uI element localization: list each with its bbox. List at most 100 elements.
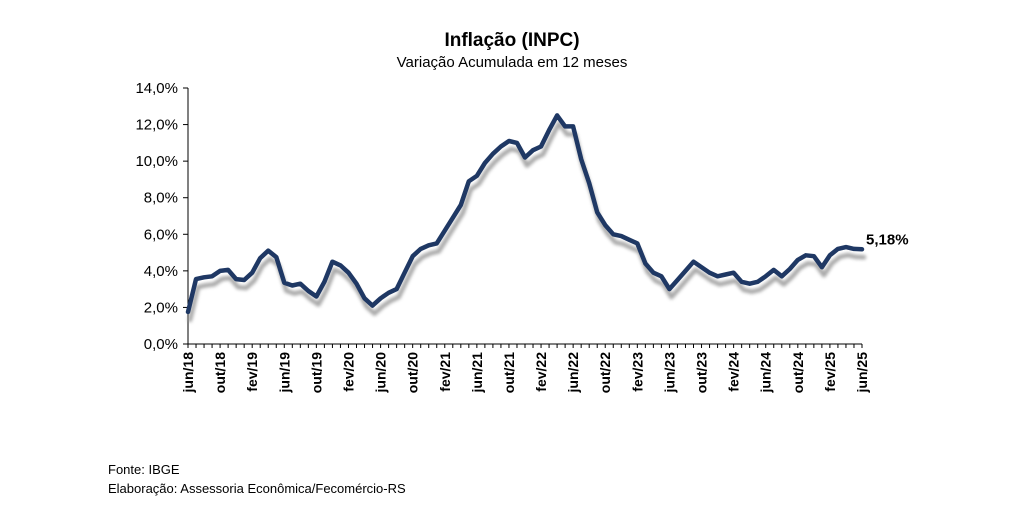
data-point <box>636 242 639 245</box>
data-point <box>708 271 711 274</box>
data-point <box>202 276 206 279</box>
data-point <box>347 271 350 274</box>
data-point <box>620 234 623 238</box>
data-point <box>644 262 647 265</box>
x-tick-label: out/19 <box>308 352 324 393</box>
data-point <box>427 244 430 247</box>
data-point <box>764 275 767 278</box>
data-point <box>724 273 727 276</box>
data-point <box>459 203 463 207</box>
data-point <box>860 248 864 251</box>
data-point <box>210 275 214 278</box>
data-labels: 5,18% <box>866 231 909 248</box>
data-point <box>628 238 631 241</box>
data-point <box>250 271 254 274</box>
data-point <box>483 161 487 165</box>
data-point <box>732 271 735 274</box>
y-tick-label: 2,0% <box>144 299 178 316</box>
data-point <box>700 266 703 269</box>
data-point <box>515 141 519 145</box>
y-tick-label: 6,0% <box>144 226 178 243</box>
y-axis: 0,0% 2,0% 4,0% 6,0% 8,0% 10,0% 12,0% 14,0% <box>135 80 189 353</box>
series-shadow <box>187 121 867 323</box>
data-point <box>579 158 583 161</box>
x-tick-label: jun/22 <box>565 352 581 394</box>
data-point <box>275 255 278 259</box>
x-tick-label: jun/19 <box>276 352 292 394</box>
data-point <box>756 280 759 284</box>
x-tick-label: jun/18 <box>180 352 196 394</box>
data-point <box>812 255 816 258</box>
x-tick-label: out/18 <box>212 352 228 393</box>
data-point <box>612 233 615 236</box>
data-point <box>780 275 783 278</box>
data-point <box>563 125 567 128</box>
data-point <box>852 247 856 251</box>
data-point <box>242 278 246 282</box>
data-point <box>668 287 671 291</box>
data-point <box>555 114 559 117</box>
data-point <box>443 229 446 232</box>
y-tick-label: 12,0% <box>135 117 178 134</box>
data-point <box>836 247 840 251</box>
data-point <box>804 254 808 257</box>
data-point <box>194 277 198 281</box>
y-tick-label: 8,0% <box>144 190 178 207</box>
data-point <box>676 278 679 282</box>
data-point <box>291 284 294 287</box>
data-point <box>547 128 551 132</box>
series-inpc <box>185 113 867 323</box>
x-tick-label: fev/25 <box>822 352 838 392</box>
data-point <box>844 245 848 249</box>
data-point <box>596 211 599 214</box>
x-tick-label: fev/23 <box>629 352 645 392</box>
y-tick-label: 4,0% <box>144 263 178 280</box>
data-point <box>218 269 222 273</box>
data-point <box>339 264 342 267</box>
data-point <box>587 181 591 185</box>
x-tick-label: out/24 <box>790 352 806 393</box>
series-line <box>185 113 865 315</box>
x-tick-label: jun/25 <box>854 352 870 394</box>
data-point <box>186 310 190 314</box>
data-point <box>740 280 743 284</box>
x-tick-label: fev/19 <box>244 352 260 392</box>
y-tick-label: 14,0% <box>135 80 178 97</box>
data-point <box>371 304 374 307</box>
x-tick-label: fev/21 <box>437 352 453 392</box>
data-point <box>788 267 791 271</box>
data-point <box>467 180 471 183</box>
x-tick-label: fev/20 <box>340 352 356 392</box>
x-tick-label: jun/23 <box>661 352 677 394</box>
data-point <box>323 280 326 284</box>
chart-subtitle: Variação Acumulada em 12 meses <box>396 54 628 71</box>
data-point <box>299 282 302 285</box>
data-point <box>716 275 719 278</box>
data-point <box>451 216 454 220</box>
data-point <box>403 271 406 274</box>
data-point <box>748 282 751 285</box>
data-point <box>475 174 479 177</box>
data-point <box>435 242 438 245</box>
data-point <box>307 289 310 293</box>
x-tick-label: fev/24 <box>726 352 742 392</box>
y-tick-label: 10,0% <box>135 153 178 170</box>
data-point <box>684 269 687 273</box>
x-tick-label: out/20 <box>405 352 421 393</box>
data-point <box>507 139 511 143</box>
data-point <box>315 295 318 298</box>
data-point <box>379 297 382 300</box>
data-point <box>652 271 655 274</box>
data-point <box>331 260 334 263</box>
data-point <box>604 223 607 227</box>
data-point <box>226 268 230 272</box>
data-point <box>499 145 503 148</box>
data-point <box>234 277 238 281</box>
data-point <box>283 281 286 284</box>
data-point <box>411 255 414 258</box>
end-value-label: 5,18% <box>866 231 909 248</box>
data-point <box>259 256 262 260</box>
x-tick-label: jun/21 <box>469 352 485 394</box>
x-tick-label: out/21 <box>501 352 517 393</box>
